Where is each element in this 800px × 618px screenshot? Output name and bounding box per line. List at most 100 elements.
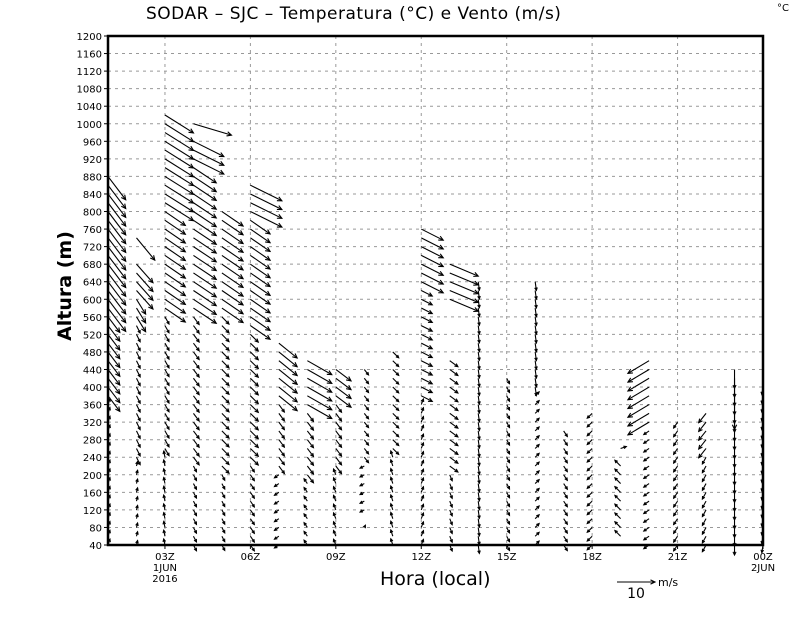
arrow-head xyxy=(477,515,481,520)
arrow-head xyxy=(303,486,307,491)
wind-vector xyxy=(192,395,200,405)
arrow-head xyxy=(614,529,618,534)
arrow-head xyxy=(222,477,226,482)
wind-vector xyxy=(506,527,511,534)
arrow-head xyxy=(225,329,230,334)
wind-vector xyxy=(332,529,337,537)
arrow-shaft xyxy=(278,342,298,359)
arrow-head xyxy=(586,415,591,420)
arrow-head xyxy=(254,373,260,379)
wind-vector xyxy=(420,468,425,475)
arrow-head xyxy=(222,503,226,508)
arrow-shaft xyxy=(193,167,217,184)
wind-vector xyxy=(221,527,226,534)
wind-vector xyxy=(449,439,459,447)
wind-vector xyxy=(449,500,453,509)
arrow-head xyxy=(672,477,677,482)
arrow-head xyxy=(365,459,370,464)
arrow-head xyxy=(701,522,706,527)
wind-vector xyxy=(672,430,679,438)
arrow-shaft xyxy=(278,413,285,422)
wind-vector xyxy=(392,369,400,377)
arrow-head xyxy=(454,380,459,385)
wind-vector xyxy=(626,412,650,427)
wind-vector xyxy=(586,430,593,437)
wind-vector xyxy=(278,377,299,394)
arrow-head xyxy=(180,255,187,262)
arrow-head xyxy=(265,273,272,279)
wind-vectors xyxy=(107,114,765,557)
wind-vector xyxy=(477,395,481,406)
wind-vector xyxy=(421,290,434,297)
arrow-shaft xyxy=(392,430,400,438)
wind-vector xyxy=(449,421,459,429)
arrow-shaft xyxy=(477,430,480,440)
arrow-shaft xyxy=(221,219,244,236)
wind-vector xyxy=(192,377,200,387)
arrow-head xyxy=(506,415,511,420)
arrow-head xyxy=(672,539,677,544)
wind-vector xyxy=(534,290,538,301)
wind-vector xyxy=(335,421,343,431)
arrow-head xyxy=(121,273,127,280)
arrow-head xyxy=(238,300,245,306)
wind-vector xyxy=(273,526,280,532)
arrow-shaft xyxy=(392,404,400,411)
arrow-head xyxy=(701,495,706,501)
wind-vector xyxy=(506,500,511,508)
arrow-head xyxy=(732,534,737,539)
y-tick-label: 1080 xyxy=(77,85,102,96)
wind-vector xyxy=(221,342,230,352)
arrow-head xyxy=(438,270,445,276)
arrow-head xyxy=(180,220,187,227)
wind-vector xyxy=(534,513,541,520)
arrow-head xyxy=(477,462,481,467)
arrow-shaft xyxy=(250,430,259,440)
wind-vector xyxy=(278,413,286,422)
arrow-head xyxy=(642,466,647,471)
wind-vector xyxy=(162,476,166,484)
wind-vector xyxy=(250,219,272,235)
arrow-shaft xyxy=(392,448,400,455)
arrow-shaft xyxy=(477,474,480,484)
wind-vector xyxy=(221,456,230,466)
wind-vector xyxy=(672,500,679,509)
arrow-shaft xyxy=(192,386,200,395)
arrow-head xyxy=(420,503,425,508)
arrow-head xyxy=(137,365,141,370)
wind-vector xyxy=(164,334,170,343)
wind-vector xyxy=(449,360,459,368)
arrow-head xyxy=(438,235,445,241)
arrow-head xyxy=(614,468,618,473)
arrow-head xyxy=(225,381,230,387)
arrow-head xyxy=(506,529,511,534)
arrow-head xyxy=(310,479,315,484)
arrow-head xyxy=(536,478,541,483)
arrow-head xyxy=(211,222,218,228)
wind-vector xyxy=(192,439,200,449)
arrow-shaft xyxy=(221,281,244,297)
wind-vector xyxy=(421,377,434,385)
arrow-shaft xyxy=(164,421,170,430)
arrow-shaft xyxy=(221,290,244,306)
arrow-shaft xyxy=(614,495,621,502)
wind-vector xyxy=(221,465,230,475)
wind-vector xyxy=(626,395,650,410)
wind-vector xyxy=(389,458,394,467)
arrow-head xyxy=(292,362,299,368)
wind-vector xyxy=(701,456,707,466)
wind-vector xyxy=(221,360,230,369)
arrow-head xyxy=(222,494,226,499)
wind-vector xyxy=(135,448,141,458)
wind-vector xyxy=(135,512,139,519)
arrow-head xyxy=(225,460,230,466)
arrow-head xyxy=(732,507,737,513)
arrow-head xyxy=(454,424,459,429)
arrow-head xyxy=(477,313,481,318)
wind-vector xyxy=(164,404,170,413)
wind-vector xyxy=(193,307,218,324)
arrow-head xyxy=(180,317,187,323)
wind-vector xyxy=(135,430,141,440)
arrow-head xyxy=(536,531,541,536)
y-tick-label: 480 xyxy=(83,348,102,359)
